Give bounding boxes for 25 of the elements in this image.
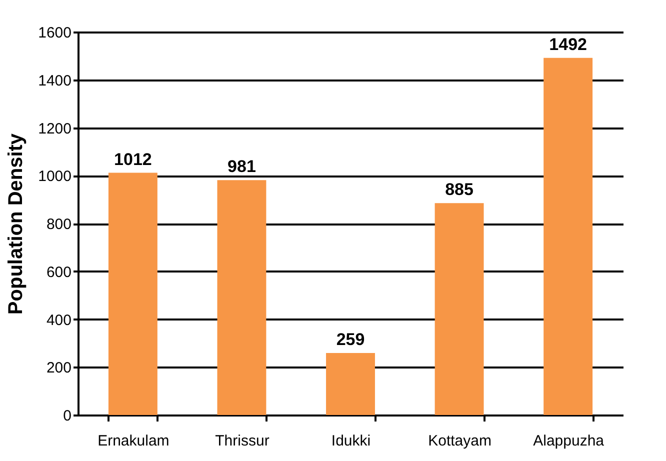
bar	[108, 172, 158, 415]
y-tick-label: 200	[46, 360, 72, 377]
y-tick-label: 0	[63, 408, 72, 424]
y-tick-label: 1400	[38, 72, 72, 90]
x-tick-label: Alappuzha	[533, 432, 605, 450]
data-label: 981	[228, 157, 256, 176]
y-tick-label: 1200	[38, 120, 72, 138]
data-label: 1012	[114, 150, 152, 169]
y-tick-label: 600	[46, 264, 72, 281]
y-tick-label: 1600	[38, 24, 72, 42]
y-axis-title: Population Density	[5, 132, 28, 315]
data-label: 885	[445, 180, 474, 200]
data-label: 259	[336, 330, 365, 349]
bar	[326, 353, 375, 415]
data-label: 1492	[549, 34, 587, 54]
y-tick-label: 400	[46, 312, 72, 329]
bar	[217, 180, 266, 415]
x-tick-label: Idukki	[331, 432, 371, 450]
x-tick-label: Kottayam	[428, 432, 492, 450]
bar	[434, 203, 484, 415]
bar	[544, 58, 593, 415]
y-tick-label: 1000	[38, 168, 72, 186]
x-tick-label: Thrissur	[215, 432, 270, 450]
y-tick-label: 800	[46, 216, 72, 233]
x-tick-label: Ernakulam	[98, 432, 170, 450]
